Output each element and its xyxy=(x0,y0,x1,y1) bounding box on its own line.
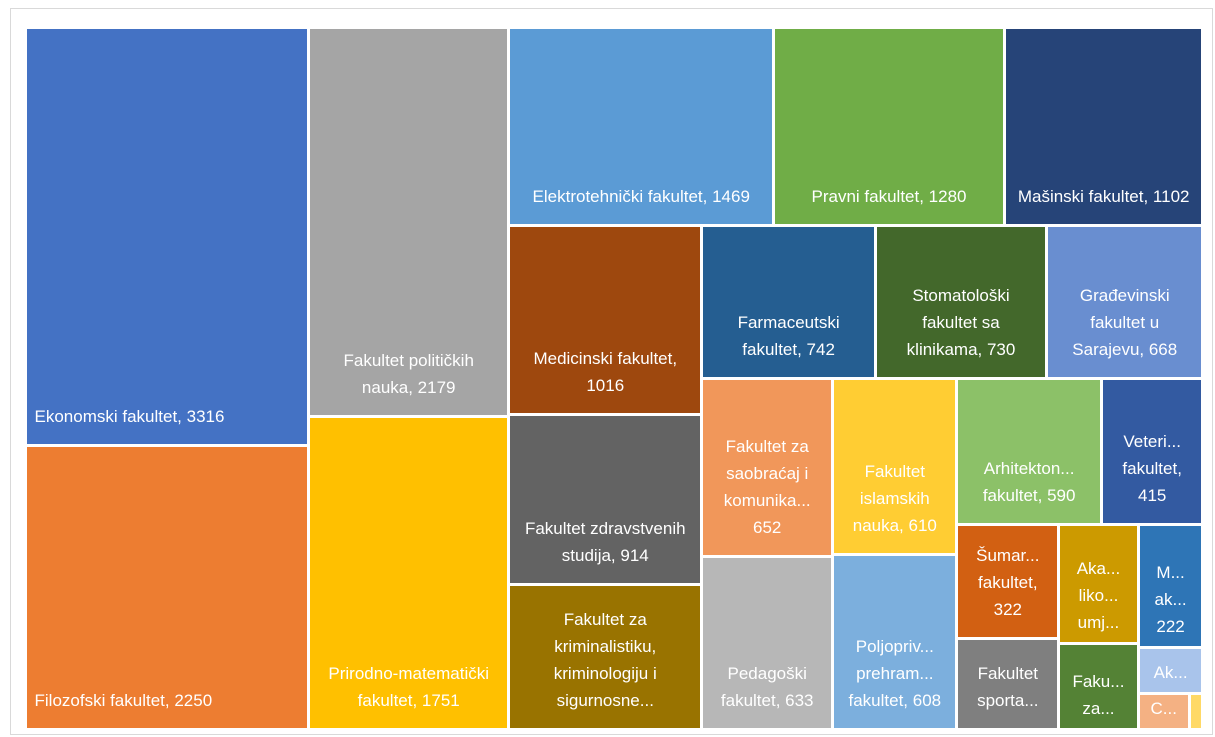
tile: Medicinski fakultet, 1016 xyxy=(510,227,701,413)
tile: Filozofski fakultet, 2250 xyxy=(26,447,308,729)
tile-label: Ak... xyxy=(1153,663,1188,682)
tile-label: Faku... za... xyxy=(1072,672,1125,719)
tile-label: Veteri... fakultet, 415 xyxy=(1122,432,1182,506)
tile: Pedagoški fakultet, 633 xyxy=(703,558,832,729)
tile-label: Pedagoški fakultet, 633 xyxy=(720,664,814,711)
tile: Farmaceutski fakultet, 742 xyxy=(703,227,874,378)
tile: M... ak... 222 xyxy=(1139,526,1202,647)
tile-label: Mašinski fakultet, 1102 xyxy=(1017,187,1190,207)
tile: Ak... xyxy=(1139,649,1202,692)
tile-label: Poljopriv... prehram... fakultet, 608 xyxy=(848,637,942,711)
tile-label: Farmaceutski fakultet, 742 xyxy=(737,313,840,360)
tile-label: Fakultet zdravstvenih studija, 914 xyxy=(524,518,686,565)
treemap: Ekonomski fakultet, 3316 Filozofski fakul… xyxy=(25,27,1203,730)
tile-label: Šumar... fakultet, 322 xyxy=(976,545,1040,619)
tile: Mašinski fakultet, 1102 xyxy=(1005,28,1202,225)
tile: Veteri... fakultet, 415 xyxy=(1102,380,1202,524)
tile-label: Filozofski fakultet, 2250 xyxy=(34,691,213,711)
tile-label: Stomatološki fakultet sa klinikama, 730 xyxy=(906,286,1016,360)
tile-label: Elektrotehnički fakultet, 1469 xyxy=(532,187,750,207)
tile-label: C... xyxy=(1150,699,1177,719)
tile: Faku... za... xyxy=(1060,645,1137,729)
tile-label: Fakultet za kriminalistiku, kriminologij… xyxy=(553,610,657,711)
tile-label: Fakultet za saobraćaj i komunika... 652 xyxy=(723,437,811,538)
tile: Stomatološki fakultet sa klinikama, 730 xyxy=(877,227,1045,378)
tile: Fakultet za kriminalistiku, kriminologij… xyxy=(510,585,701,729)
tile: Fakultet za saobraćaj i komunika... 652 xyxy=(703,380,832,556)
tile-label: Ekonomski fakultet, 3316 xyxy=(34,407,225,427)
tile: Aka... liko... umj... xyxy=(1060,526,1137,643)
tile: Pravni fakultet, 1280 xyxy=(775,28,1003,225)
tile: Fakultet islamskih nauka, 610 xyxy=(834,380,956,554)
chart-frame xyxy=(10,8,1213,735)
tile: C... xyxy=(1139,695,1188,729)
tile: Fakultet političkih nauka, 2179 xyxy=(310,28,508,416)
tile-label: Fakultet sporta... xyxy=(977,664,1039,711)
tile-label: M... ak... 222 xyxy=(1154,563,1187,637)
tile: Šumar... fakultet, 322 xyxy=(958,526,1058,637)
tile: Ekonomski fakultet, 3316 xyxy=(26,28,308,445)
tile-label: Fakultet političkih nauka, 2179 xyxy=(343,351,474,398)
tile: Elektrotehnički fakultet, 1469 xyxy=(510,28,773,225)
tile-label: Aka... liko... umj... xyxy=(1076,559,1121,633)
tile xyxy=(1190,695,1202,729)
tile: Prirodno-matematički fakultet, 1751 xyxy=(310,418,508,729)
tile: Građevinski fakultet u Sarajevu, 668 xyxy=(1048,227,1202,378)
tile-label: Arhitekton... fakultet, 590 xyxy=(982,459,1076,506)
tile-label: Prirodno-matematički fakultet, 1751 xyxy=(328,664,490,711)
tile: Arhitekton... fakultet, 590 xyxy=(958,380,1100,524)
tile-label: Medicinski fakultet, 1016 xyxy=(533,348,678,395)
tile: Poljopriv... prehram... fakultet, 608 xyxy=(834,556,956,729)
tile-label: Građevinski fakultet u Sarajevu, 668 xyxy=(1072,286,1178,360)
tile: Fakultet zdravstvenih studija, 914 xyxy=(510,415,701,583)
tile-label: Pravni fakultet, 1280 xyxy=(811,187,967,207)
tile-label: Fakultet islamskih nauka, 610 xyxy=(852,462,937,536)
tile: Fakultet sporta... xyxy=(958,639,1058,729)
